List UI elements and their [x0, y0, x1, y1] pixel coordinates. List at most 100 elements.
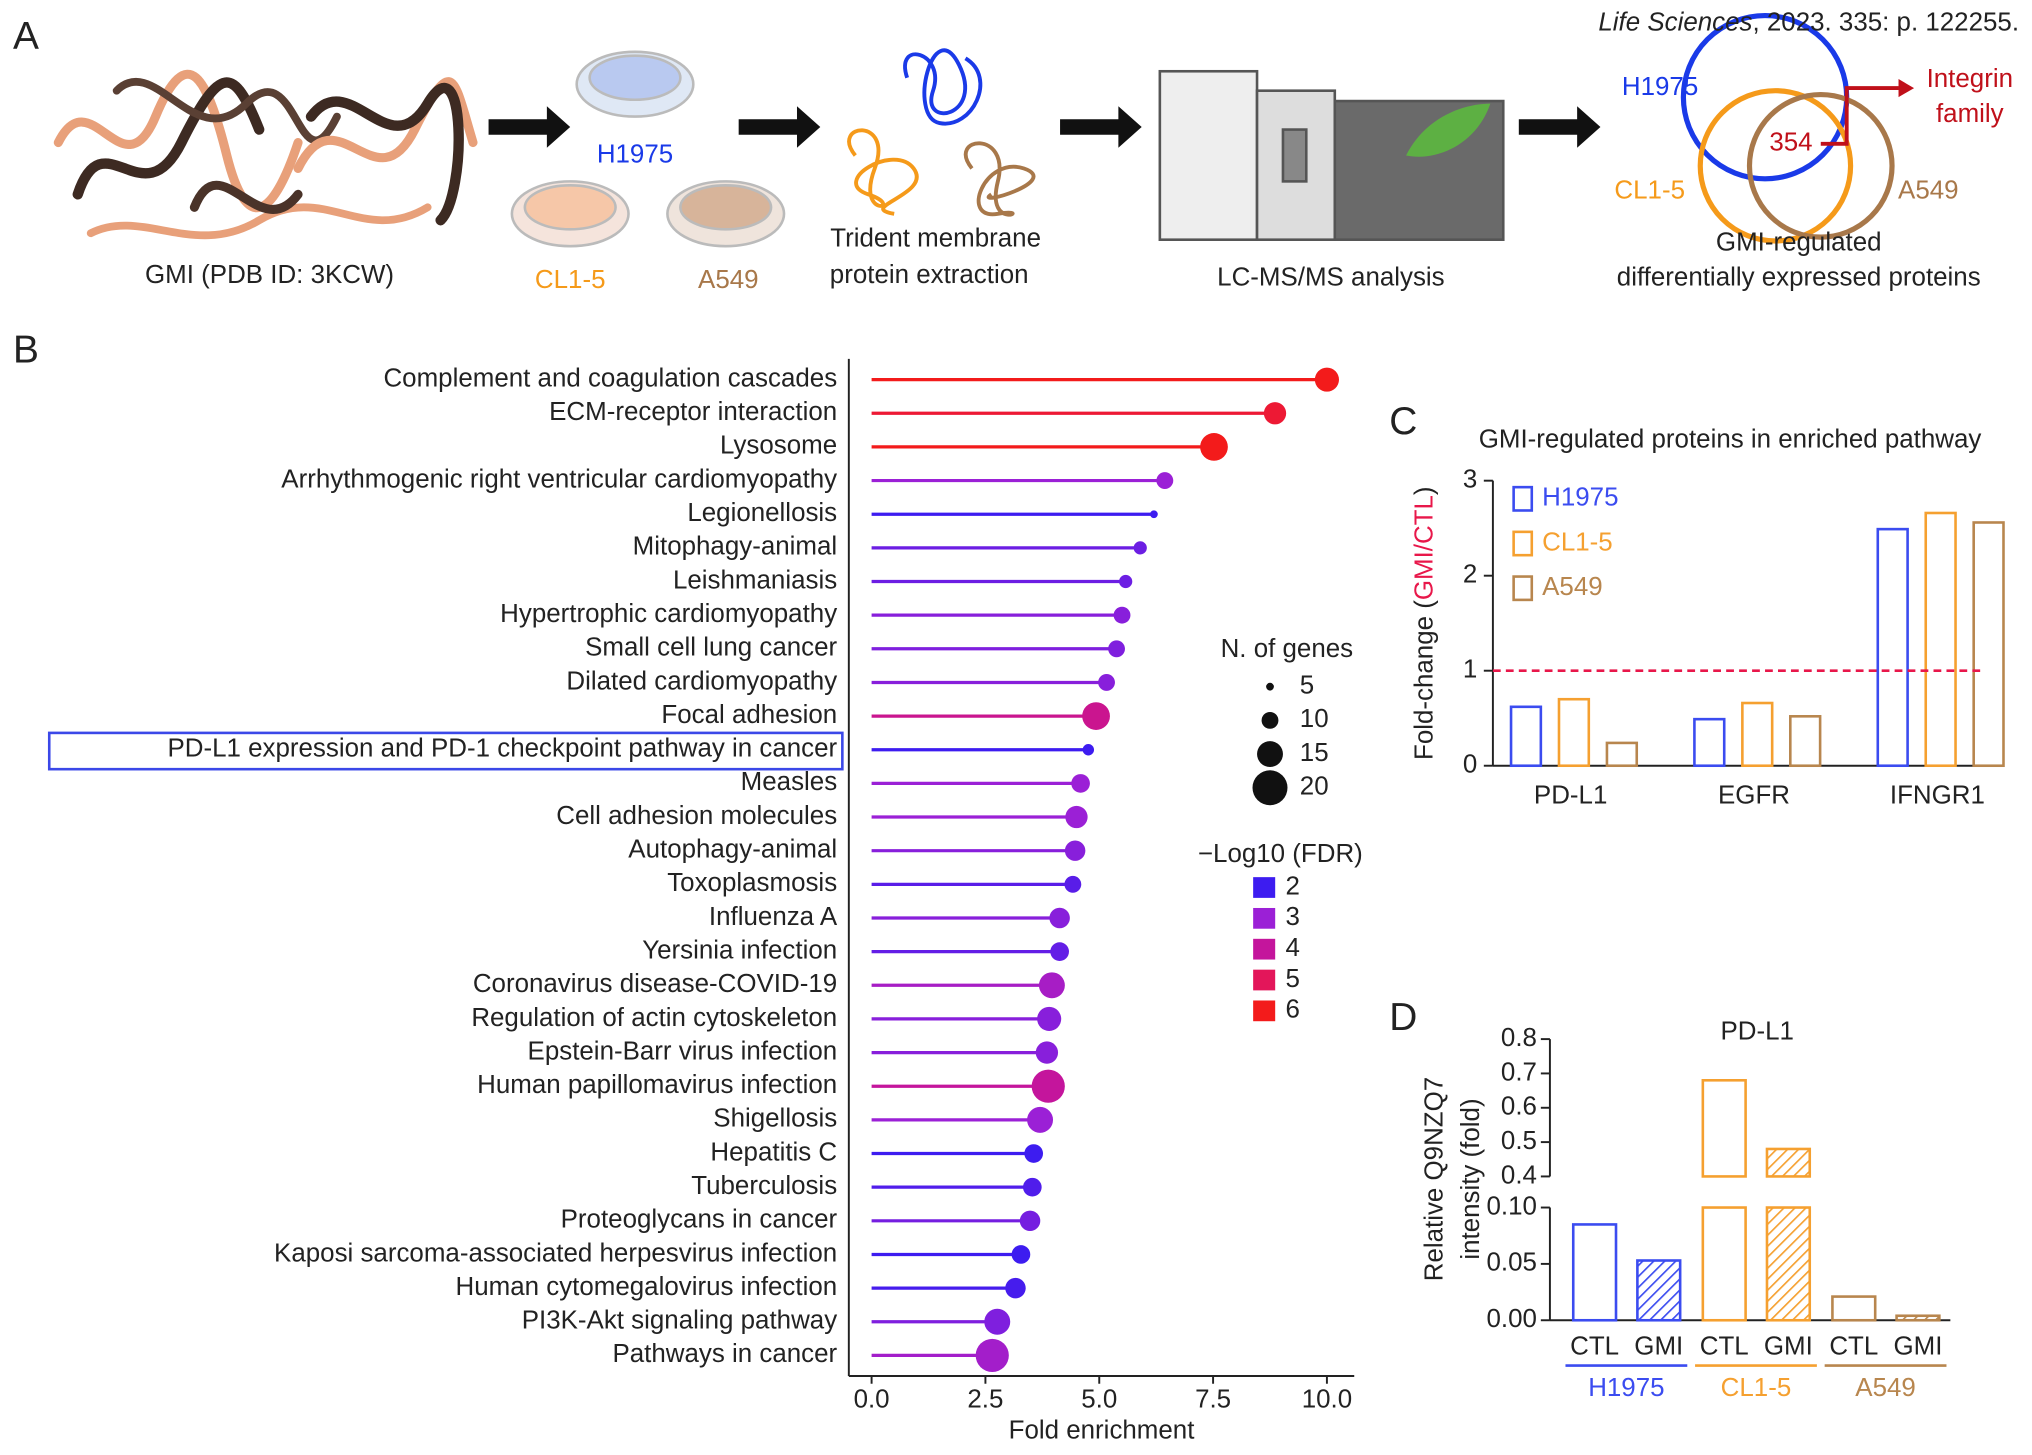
category-label: Pathways in cancer: [612, 1340, 837, 1368]
category-label: Measles: [741, 768, 838, 796]
category-label: Leishmaniasis: [673, 566, 837, 594]
venn-set: H1975: [1622, 73, 1698, 101]
size-legend-label: 5: [1300, 672, 1314, 700]
axis-break-gap: [1764, 1179, 1813, 1205]
bar: [1765, 1206, 1812, 1322]
x-tick-label: GMI: [1764, 1332, 1813, 1360]
dot: [984, 1308, 1011, 1335]
category-label: Proteoglycans in cancer: [561, 1206, 838, 1234]
category-label: PI3K-Akt signaling pathway: [522, 1307, 837, 1335]
y-tick-label: 2: [1463, 561, 1477, 589]
citation-detail: , 2023. 335: p. 122255.: [1753, 8, 2020, 36]
legend-label: CL1-5: [1542, 528, 1613, 556]
y-tick-label: 0.7: [1501, 1058, 1537, 1086]
x-tick-label: PD-L1: [1534, 782, 1607, 810]
dot: [1050, 942, 1069, 961]
arrows: [488, 106, 1601, 148]
x-tick-label: CTL: [1700, 1332, 1749, 1360]
size-legend-dot: [1252, 770, 1288, 806]
color-legend-swatch: [1253, 877, 1276, 898]
dot: [1019, 1210, 1041, 1232]
x-tick-label: 2.5: [967, 1385, 1003, 1413]
category-label: Shigellosis: [713, 1105, 837, 1133]
y-tick-label: 0.00: [1487, 1305, 1537, 1333]
petri-dishes: [510, 50, 786, 248]
x-tick-label: CTL: [1829, 1332, 1878, 1360]
bar: [1636, 1259, 1682, 1322]
axis-break-gap: [1700, 1179, 1749, 1205]
step-label: Trident membrane: [830, 225, 1041, 253]
color-legend-swatch: [1253, 969, 1276, 991]
highlight-box: [47, 731, 844, 771]
bar-upper: [1765, 1147, 1812, 1178]
panel-label: A: [13, 15, 39, 58]
dot: [1035, 1041, 1059, 1064]
dot: [1314, 367, 1339, 392]
y-tick-label: 0: [1463, 751, 1477, 779]
step-label: protein extraction: [830, 261, 1029, 289]
dot: [1038, 972, 1065, 999]
x-tick-label: 0.0: [854, 1385, 890, 1413]
cell-line: A549: [698, 266, 759, 294]
y-axis-label-part: GMI/CTL: [1410, 495, 1438, 600]
category-label: Legionellosis: [687, 499, 837, 527]
category-label: Cell adhesion molecules: [556, 802, 837, 830]
dot: [1150, 510, 1158, 519]
y-tick-label: 0.5: [1501, 1127, 1537, 1155]
category-label: Hepatitis C: [710, 1138, 837, 1166]
size-legend-title: N. of genes: [1221, 635, 1354, 663]
dot: [1200, 433, 1228, 461]
group-label: A549: [1855, 1374, 1916, 1402]
category-label: ECM-receptor interaction: [549, 398, 837, 426]
category-label: Yersinia infection: [642, 936, 837, 964]
venn-overlap: 354: [1769, 129, 1812, 157]
dot: [1024, 1144, 1044, 1163]
x-tick-label: IFNGR1: [1890, 782, 1985, 810]
dot: [1005, 1277, 1026, 1299]
category-label: Tuberculosis: [691, 1172, 837, 1200]
bar: [1924, 511, 1957, 768]
dot: [1064, 840, 1086, 861]
x-tick-label: GMI: [1634, 1332, 1683, 1360]
x-axis-label: Fold enrichment: [1009, 1417, 1196, 1445]
size-legend-dot: [1261, 711, 1279, 729]
category-label: Arrhythmogenic right ventricular cardiom…: [281, 465, 837, 493]
group-label: H1975: [1588, 1374, 1664, 1402]
bar: [1741, 701, 1774, 768]
category-label: Hypertrophic cardiomyopathy: [500, 600, 837, 628]
y-axis-label: Fold-change (GMI/CTL): [1410, 486, 1438, 760]
dot: [1065, 805, 1088, 829]
chart-title: PD-L1: [1721, 1017, 1794, 1045]
venn-caption: differentially expressed proteins: [1617, 263, 1981, 291]
y-tick-label: 3: [1463, 466, 1477, 494]
bar: [1605, 741, 1639, 768]
category-label: Kaposi sarcoma-associated herpesvirus in…: [274, 1239, 837, 1267]
cell-line: CL1-5: [535, 266, 606, 294]
dot: [1133, 541, 1147, 555]
legend-swatch: [1512, 485, 1534, 512]
category-label: Mitophagy-animal: [633, 533, 837, 561]
dot: [1113, 606, 1131, 624]
bar: [1509, 705, 1543, 768]
color-legend-swatch: [1253, 1000, 1276, 1022]
dot: [1082, 744, 1095, 756]
dot: [1156, 472, 1174, 489]
legend-label: A549: [1542, 573, 1603, 601]
bar: [1895, 1314, 1941, 1322]
dot: [1082, 702, 1110, 730]
category-label: Dilated cardiomyopathy: [566, 667, 837, 695]
y-tick-label: 0.05: [1487, 1249, 1537, 1277]
y-tick-label: 0.10: [1487, 1192, 1537, 1220]
membrane-proteins: [847, 48, 1036, 217]
citation-journal: Life Sciences: [1598, 8, 1752, 36]
bar: [1701, 1206, 1747, 1322]
color-legend-label: 2: [1286, 872, 1300, 900]
bar: [1972, 521, 2005, 768]
legend-swatch: [1512, 530, 1534, 557]
dot: [1027, 1106, 1054, 1133]
dot: [1011, 1245, 1031, 1264]
panel-label: D: [1389, 996, 1417, 1039]
x-tick-label: 10.0: [1302, 1385, 1352, 1413]
dot: [1119, 574, 1133, 589]
